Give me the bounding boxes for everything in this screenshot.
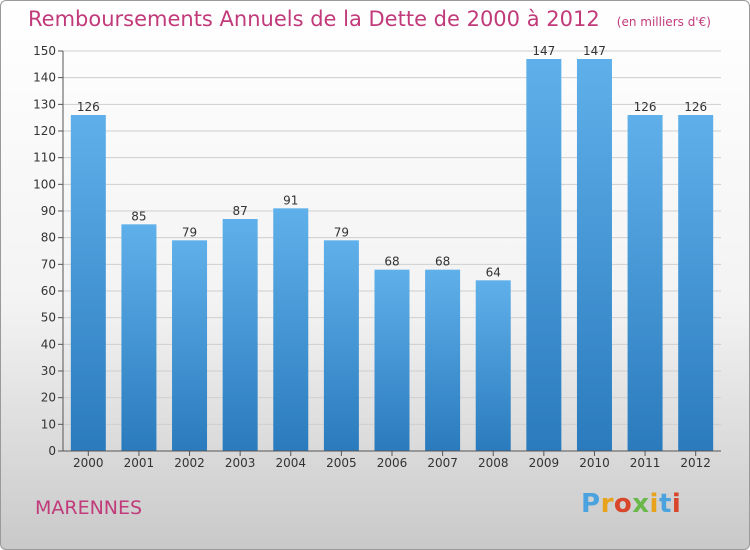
chart-title: Remboursements Annuels de la Dette de 20… <box>28 7 711 31</box>
x-tick-label-2012: 2012 <box>680 456 711 470</box>
y-tick-label: 130 <box>33 97 56 111</box>
bar-2007 <box>425 269 461 451</box>
bar-2001 <box>121 224 157 451</box>
value-label-2000: 126 <box>77 100 100 114</box>
bar-2008 <box>475 280 511 451</box>
x-tick-label-2001: 2001 <box>124 456 155 470</box>
value-label-2011: 126 <box>634 100 657 114</box>
x-tick-label-2005: 2005 <box>326 456 357 470</box>
value-label-2009: 147 <box>532 44 555 58</box>
logo-letter: x <box>632 489 650 519</box>
value-label-2008: 64 <box>486 265 501 279</box>
bar-2006 <box>374 269 410 451</box>
bar-2009 <box>526 59 562 451</box>
x-tick-label-2008: 2008 <box>478 456 509 470</box>
value-label-2007: 68 <box>435 255 450 269</box>
y-tick-label: 110 <box>33 151 56 165</box>
chart-title-unit: (en milliers d'€) <box>616 15 711 29</box>
x-tick-label-2002: 2002 <box>174 456 205 470</box>
bar-2010 <box>576 59 612 451</box>
y-tick-label: 0 <box>48 444 56 458</box>
value-label-2010: 147 <box>583 44 606 58</box>
x-tick-label-2010: 2010 <box>579 456 610 470</box>
y-tick-label: 20 <box>41 391 56 405</box>
y-tick-label: 80 <box>41 231 56 245</box>
bar-2011 <box>627 115 663 451</box>
x-tick-label-2009: 2009 <box>529 456 560 470</box>
proxiti-logo: Proxiti <box>581 489 681 519</box>
bar-2000 <box>70 115 106 451</box>
y-tick-label: 100 <box>33 177 56 191</box>
y-tick-label: 120 <box>33 124 56 138</box>
value-label-2002: 79 <box>182 225 197 239</box>
y-tick-label: 90 <box>41 204 56 218</box>
x-tick-label-2006: 2006 <box>377 456 408 470</box>
logo-letter: o <box>613 489 633 519</box>
bar-2004 <box>273 208 309 451</box>
y-tick-label: 140 <box>33 71 56 85</box>
bar-2005 <box>323 240 359 451</box>
logo-letter: P <box>581 489 601 519</box>
logo-letter: r <box>600 489 614 519</box>
y-tick-label: 50 <box>41 311 56 325</box>
value-label-2005: 79 <box>334 225 349 239</box>
x-tick-label-2000: 2000 <box>73 456 104 470</box>
y-tick-label: 70 <box>41 257 56 271</box>
value-label-2012: 126 <box>684 100 707 114</box>
bar-2012 <box>678 115 714 451</box>
x-tick-label-2004: 2004 <box>275 456 306 470</box>
x-tick-label-2003: 2003 <box>225 456 256 470</box>
y-tick-label: 30 <box>41 364 56 378</box>
y-tick-label: 40 <box>41 337 56 351</box>
value-label-2003: 87 <box>233 204 248 218</box>
logo-letter: i <box>671 489 682 519</box>
value-label-2001: 85 <box>131 209 146 223</box>
bar-2002 <box>172 240 208 451</box>
chart-title-main: Remboursements Annuels de la Dette de 20… <box>28 7 600 31</box>
y-tick-label: 150 <box>33 44 56 58</box>
x-tick-label-2007: 2007 <box>427 456 458 470</box>
y-tick-label: 60 <box>41 284 56 298</box>
x-tick-label-2011: 2011 <box>630 456 661 470</box>
value-label-2004: 91 <box>283 193 298 207</box>
place-name: MARENNES <box>35 497 143 519</box>
value-label-2006: 68 <box>384 255 399 269</box>
logo-letter: i <box>649 489 659 519</box>
bar-2003 <box>222 219 258 451</box>
y-tick-label: 10 <box>41 417 56 431</box>
logo-letter: t <box>658 489 672 519</box>
